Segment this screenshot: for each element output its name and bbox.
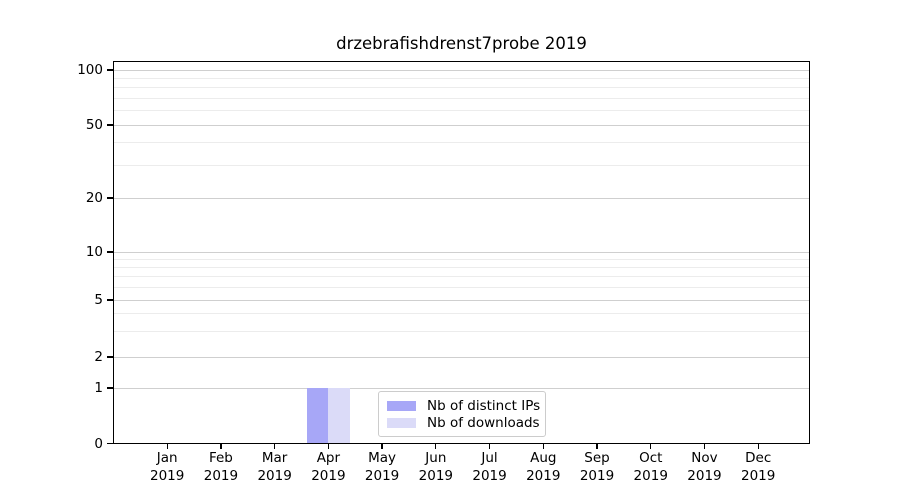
x-tick-mark	[166, 443, 168, 449]
x-tick-mark	[381, 443, 383, 449]
bar-distinct-ips	[306, 388, 329, 444]
x-tick-mark	[596, 443, 598, 449]
legend-item-distinct-ips: Nb of distinct IPs	[387, 397, 541, 414]
y-tick-mark	[107, 197, 113, 199]
gridline-major	[113, 124, 810, 126]
gridline-minor	[113, 142, 810, 144]
gridline-major	[113, 299, 810, 301]
gridline-minor	[113, 276, 810, 278]
gridline-minor	[113, 77, 810, 79]
x-tick-label: Sep 2019	[579, 450, 615, 484]
y-tick-mark	[107, 442, 113, 445]
y-tick-label: 20	[85, 190, 103, 206]
gridline-minor	[113, 97, 810, 99]
gridline-major	[113, 197, 810, 199]
x-tick-label: Feb 2019	[203, 450, 239, 484]
gridline-major	[113, 251, 810, 253]
legend-label-downloads: Nb of downloads	[427, 414, 540, 431]
legend-swatch-downloads	[387, 417, 416, 428]
gridline-minor	[113, 165, 810, 167]
x-tick-mark	[220, 443, 222, 449]
bar-downloads	[328, 388, 350, 444]
x-tick-mark	[703, 443, 706, 449]
y-tick-label: 2	[94, 349, 103, 365]
x-tick-label: Oct 2019	[633, 450, 668, 484]
gridline-major	[113, 356, 810, 358]
y-tick-mark	[107, 356, 113, 358]
x-tick-mark	[650, 443, 652, 449]
x-tick-label: May 2019	[364, 450, 400, 484]
chart-title: drzebrafishdrenst7probe 2019	[336, 34, 587, 53]
y-tick-mark	[107, 387, 113, 389]
y-tick-label: 1	[94, 380, 103, 396]
x-tick-label: Apr 2019	[311, 450, 346, 484]
y-tick-mark	[107, 69, 113, 71]
gridline-minor	[113, 258, 810, 260]
legend-item-downloads: Nb of downloads	[387, 414, 540, 431]
legend-label-distinct-ips: Nb of distinct IPs	[427, 397, 541, 414]
y-tick-label: 5	[94, 292, 103, 308]
x-tick-label: Dec 2019	[741, 450, 776, 484]
y-tick-label: 50	[85, 117, 103, 133]
y-tick-label: 10	[85, 244, 103, 260]
gridline-major	[113, 387, 810, 389]
gridline-minor	[113, 87, 810, 89]
y-tick-mark	[107, 124, 113, 126]
x-tick-label: Jun 2019	[418, 450, 453, 484]
gridline-minor	[113, 331, 810, 333]
y-tick-mark	[107, 251, 113, 253]
gridline-minor	[113, 266, 810, 268]
legend-swatch-distinct-ips	[387, 400, 416, 411]
x-tick-label: Mar 2019	[257, 450, 292, 484]
x-tick-mark	[435, 443, 437, 449]
x-tick-mark	[274, 443, 276, 449]
x-tick-mark	[488, 443, 491, 449]
gridline-minor	[113, 286, 810, 288]
y-tick-label: 0	[94, 435, 103, 452]
x-tick-label: Aug 2019	[526, 450, 561, 484]
gridline-major	[113, 69, 810, 71]
x-tick-mark	[542, 443, 544, 449]
x-tick-mark	[327, 443, 330, 449]
x-tick-label: Nov 2019	[687, 450, 722, 484]
x-tick-label: Jan 2019	[150, 450, 185, 484]
plot-area	[113, 61, 810, 444]
y-tick-mark	[107, 299, 113, 301]
y-tick-label: 100	[77, 62, 103, 78]
x-tick-mark	[757, 443, 759, 449]
x-tick-label: Jul 2019	[472, 450, 507, 484]
gridline-minor	[113, 110, 810, 112]
gridline-minor	[113, 313, 810, 315]
legend: Nb of distinct IPs Nb of downloads	[378, 391, 546, 437]
